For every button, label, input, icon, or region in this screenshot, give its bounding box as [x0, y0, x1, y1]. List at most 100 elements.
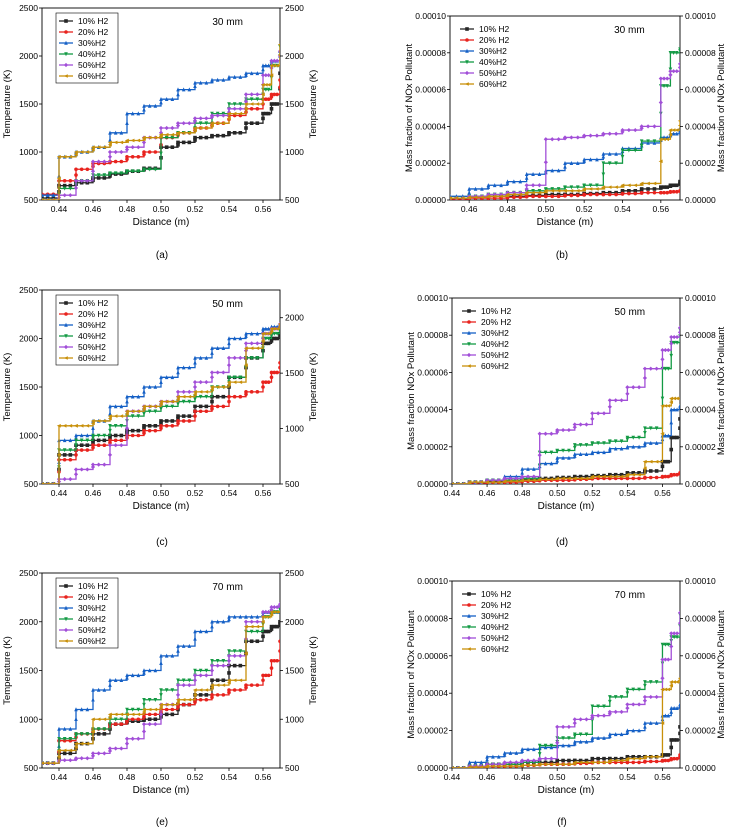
data-point-10-h2	[275, 624, 279, 629]
data-point-20-h2	[249, 107, 254, 111]
legend-marker	[63, 74, 68, 78]
data-point-20-h2	[275, 658, 279, 663]
data-point-60-h2	[158, 402, 163, 406]
data-point-40-h2	[666, 366, 671, 371]
data-point-60-h2	[204, 126, 209, 130]
data-point-50-h2	[85, 756, 90, 761]
legend-marker	[467, 625, 471, 630]
data-point-60-h2	[537, 762, 542, 767]
data-point-30-h2	[669, 709, 674, 714]
data-point-50-h2	[136, 145, 141, 150]
data-point-60-h2	[51, 198, 56, 200]
data-point-20-h2	[278, 78, 280, 82]
data-point-60-h2	[232, 380, 237, 384]
data-point-20-h2	[278, 649, 280, 653]
x-tick-label: 0.52	[187, 204, 204, 214]
data-point-20-h2	[601, 192, 606, 197]
data-point-20-h2	[675, 189, 679, 194]
data-point-30-h2	[572, 452, 577, 457]
data-point-30-h2	[631, 444, 636, 449]
data-point-20-h2	[261, 678, 265, 683]
data-point-60-h2	[192, 128, 197, 133]
data-point-60-h2	[467, 480, 472, 484]
y-right-tick-label: 2500	[285, 3, 304, 13]
data-point-20-h2	[164, 707, 169, 712]
data-point-30-h2	[619, 446, 624, 451]
data-point-50-h2	[543, 160, 548, 165]
x-tick-label: 0.52	[576, 204, 593, 214]
y-right-tick-label: 0.00008	[685, 613, 716, 623]
data-point-30-h2	[261, 67, 265, 72]
legend-marker	[464, 70, 470, 76]
data-point-40-h2	[637, 687, 641, 692]
data-point-10-h2	[269, 107, 274, 111]
series-30-h2	[452, 702, 680, 768]
legend-marker	[64, 40, 68, 45]
data-point-30-h2	[119, 130, 124, 135]
data-point-60-h2	[226, 111, 231, 116]
data-point-50-h2	[572, 422, 577, 427]
data-point-40-h2	[269, 334, 274, 339]
data-point-60-h2	[90, 729, 95, 734]
data-point-50-h2	[119, 149, 124, 155]
data-point-60-h2	[519, 478, 524, 483]
data-point-20-h2	[269, 370, 274, 375]
data-point-30-h2	[255, 71, 260, 76]
data-point-60-h2	[642, 754, 647, 759]
data-point-10-h2	[665, 185, 670, 189]
data-point-20-h2	[62, 457, 67, 462]
y-right-tick-label: 0.00006	[685, 367, 716, 377]
data-point-20-h2	[227, 394, 231, 399]
legend-marker	[64, 322, 68, 327]
data-point-40-h2	[181, 678, 186, 683]
data-point-30-h2	[666, 433, 671, 438]
data-point-20-h2	[130, 155, 135, 159]
data-point-20-h2	[654, 759, 659, 764]
data-point-50-h2	[96, 751, 101, 756]
data-point-60-h2	[187, 131, 192, 135]
data-point-40-h2	[578, 443, 583, 448]
data-point-50-h2	[607, 131, 612, 136]
data-point-50-h2	[625, 391, 630, 396]
data-point-20-h2	[264, 380, 268, 384]
data-point-10-h2	[96, 732, 101, 736]
data-point-60-h2	[226, 116, 231, 121]
data-point-60-h2	[175, 697, 180, 702]
data-point-50-h2	[642, 694, 648, 700]
data-point-10-h2	[619, 756, 624, 761]
data-point-40-h2	[119, 717, 124, 722]
data-point-30-h2	[210, 624, 214, 629]
data-point-10-h2	[669, 435, 674, 440]
data-point-50-h2	[62, 193, 67, 198]
data-point-60-h2	[543, 762, 548, 767]
data-point-50-h2	[562, 135, 568, 140]
data-point-20-h2	[74, 453, 78, 457]
data-point-30-h2	[221, 77, 226, 82]
x-tick-label: 0.56	[653, 204, 670, 214]
data-point-50-h2	[255, 619, 260, 624]
data-point-60-h2	[631, 756, 636, 761]
data-point-10-h2	[675, 738, 679, 742]
data-point-60-h2	[277, 54, 280, 57]
data-point-50-h2	[590, 416, 595, 421]
y-tick-label: 500	[24, 479, 38, 489]
data-point-30-h2	[502, 750, 507, 755]
data-point-20-h2	[255, 390, 260, 394]
data-point-50-h2	[525, 474, 531, 479]
y-right-tick-label: 1000	[285, 424, 304, 434]
data-point-30-h2	[648, 720, 653, 725]
data-point-60-h2	[249, 102, 254, 106]
data-point-10-h2	[648, 469, 653, 473]
data-point-60-h2	[68, 155, 73, 159]
x-tick-label: 0.44	[444, 488, 461, 498]
data-point-50-h2	[243, 341, 249, 346]
data-point-40-h2	[147, 167, 152, 172]
legend-label: 10% H2	[78, 581, 109, 591]
data-point-10-h2	[261, 634, 265, 639]
panel-caption: (f)	[557, 817, 566, 828]
distance-annotation: 50 mm	[615, 307, 646, 318]
data-point-60-h2	[613, 474, 618, 479]
panel-caption: (b)	[556, 250, 568, 261]
data-point-30-h2	[590, 450, 595, 455]
